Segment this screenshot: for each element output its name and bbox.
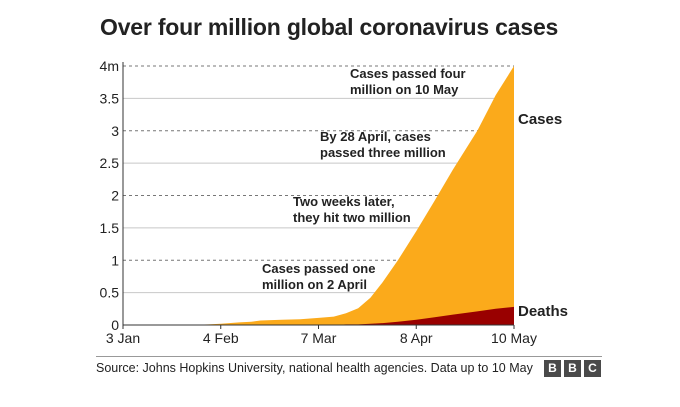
annotation-line: million on 10 May: [350, 82, 459, 97]
y-tick-label: 1.5: [100, 220, 120, 236]
y-tick-labels: 0 0.5 1 1.5 2 2.5 3 3.5 4m: [100, 58, 120, 333]
x-tick-label: 4 Feb: [203, 330, 239, 346]
x-tick-label: 8 Apr: [400, 330, 433, 346]
deaths-area: [123, 306, 514, 325]
series-labels: Cases Deaths: [518, 111, 568, 320]
y-tick-label: 1: [111, 252, 119, 268]
annotation-line: passed three million: [320, 145, 446, 160]
x-tick-label: 10 May: [491, 330, 537, 346]
page-title: Over four million global coronavirus cas…: [100, 14, 559, 40]
annotation-line: million on 2 April: [262, 277, 367, 292]
annotation-line: Cases passed four: [350, 66, 466, 81]
x-tick-label: 7 Mar: [301, 330, 337, 346]
y-tick-label: 0: [111, 317, 119, 333]
series-label: Deaths: [518, 303, 568, 320]
y-tick-label: 0.5: [100, 285, 120, 301]
y-tick-label: 4m: [100, 58, 119, 74]
cases-area: [123, 66, 514, 325]
y-tick-label: 2.5: [100, 155, 120, 171]
annotation-line: By 28 April, cases: [320, 129, 431, 144]
y-tick-label: 2: [111, 188, 119, 204]
series-label: Cases: [518, 111, 562, 128]
x-tick-labels: 3 Jan 4 Feb 7 Mar 8 Apr 10 May: [106, 330, 537, 346]
bbc-logo-letter: B: [544, 360, 561, 377]
bbc-logo-letter: B: [564, 360, 581, 377]
annotation-line: Cases passed one: [262, 261, 375, 276]
bbc-logo-letter: C: [584, 360, 601, 377]
area-layer: [123, 66, 514, 325]
annotation-line: they hit two million: [293, 210, 411, 225]
y-tick-label: 3: [111, 123, 119, 139]
bbc-logo: B B C: [544, 360, 601, 377]
footer-divider: [96, 356, 602, 357]
annotation-line: Two weeks later,: [293, 194, 395, 209]
axis-layer: [122, 62, 515, 329]
y-tick-label: 3.5: [100, 90, 120, 106]
x-tick-label: 3 Jan: [106, 330, 140, 346]
source-note: Source: Johns Hopkins University, nation…: [96, 361, 533, 375]
